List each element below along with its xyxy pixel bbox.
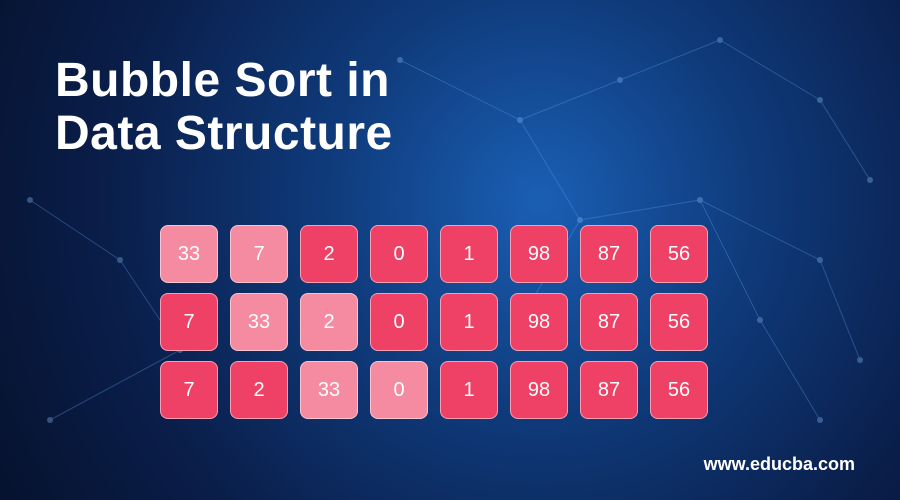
page-title: Bubble Sort in Data Structure [55,55,393,161]
array-cell: 2 [300,225,358,283]
website-url: www.educba.com [704,454,855,475]
array-cell: 87 [580,225,638,283]
array-cell: 7 [160,293,218,351]
array-cell: 98 [510,293,568,351]
array-cell: 7 [160,361,218,419]
array-cell: 33 [230,293,288,351]
array-cell: 56 [650,361,708,419]
array-cell: 2 [300,293,358,351]
array-row: 337201988756 [160,225,708,283]
array-cell: 1 [440,225,498,283]
array-cell: 1 [440,293,498,351]
array-cell: 0 [370,225,428,283]
title-line-1: Bubble Sort in [55,54,390,107]
title-line-2: Data Structure [55,107,393,160]
array-cell: 7 [230,225,288,283]
array-cell: 56 [650,293,708,351]
array-cell: 56 [650,225,708,283]
array-cell: 0 [370,293,428,351]
array-row: 723301988756 [160,361,708,419]
array-cell: 87 [580,361,638,419]
array-row: 733201988756 [160,293,708,351]
array-cell: 1 [440,361,498,419]
array-cell: 87 [580,293,638,351]
array-cell: 33 [160,225,218,283]
bubble-sort-visualization: 337201988756733201988756723301988756 [160,225,708,419]
array-cell: 2 [230,361,288,419]
array-cell: 0 [370,361,428,419]
array-cell: 98 [510,225,568,283]
array-cell: 33 [300,361,358,419]
array-cell: 98 [510,361,568,419]
